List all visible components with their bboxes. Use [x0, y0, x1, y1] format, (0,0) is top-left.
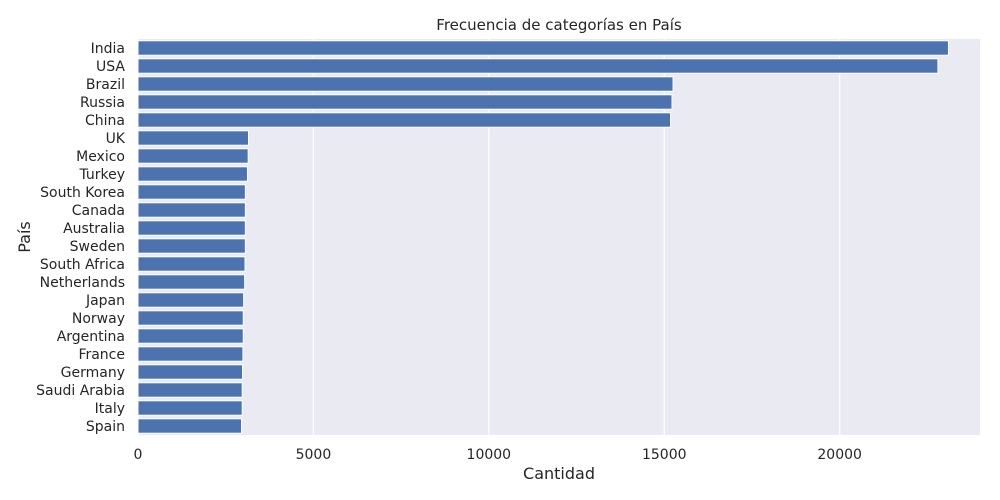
bar	[137, 130, 250, 146]
bar	[137, 40, 949, 56]
y-tick-label: Brazil	[86, 77, 125, 93]
bar	[137, 364, 244, 380]
y-tick-label: Sweden	[70, 239, 125, 255]
y-tick-label: Saudi Arabia	[36, 383, 125, 399]
y-tick-label: Italy	[95, 401, 125, 417]
x-axis-label: Cantidad	[523, 464, 595, 483]
y-tick-label: Canada	[72, 203, 125, 219]
x-tick-label: 0	[134, 447, 143, 463]
y-tick-label: Spain	[86, 419, 125, 435]
bar	[137, 418, 242, 434]
x-tick-labels: 0 5000 10000 15000 20000	[134, 447, 862, 463]
y-tick-label: Argentina	[57, 329, 125, 345]
chart-title: Frecuencia de categorías en País	[436, 16, 682, 34]
y-tick-label: Russia	[80, 95, 125, 111]
x-tick-label: 10000	[467, 447, 512, 463]
y-tick-label: India	[91, 41, 125, 57]
bar	[137, 166, 248, 182]
y-tick-label: USA	[96, 59, 125, 75]
bar	[137, 76, 674, 92]
bar	[137, 310, 244, 326]
bar	[137, 112, 672, 128]
bar	[137, 184, 246, 200]
x-tick-label: 15000	[642, 447, 687, 463]
bars	[137, 40, 949, 434]
bar	[137, 346, 244, 362]
y-tick-label: UK	[106, 131, 126, 147]
y-tick-label: France	[78, 347, 125, 363]
y-tick-label: Mexico	[76, 149, 125, 165]
y-tick-label: Turkey	[78, 167, 125, 183]
bar	[137, 400, 243, 416]
bar	[137, 256, 246, 272]
y-tick-label: Norway	[72, 311, 125, 327]
bar	[137, 292, 245, 308]
bar	[137, 382, 243, 398]
y-tick-label: South Korea	[40, 185, 125, 201]
x-tick-label: 20000	[817, 447, 862, 463]
y-tick-label: Netherlands	[40, 275, 125, 291]
bar	[137, 202, 246, 218]
bar	[137, 58, 939, 74]
bar	[137, 220, 246, 236]
bar	[137, 274, 246, 290]
bar	[137, 328, 244, 344]
y-tick-label: China	[85, 113, 125, 129]
bar	[137, 94, 673, 110]
y-tick-label: Australia	[63, 221, 125, 237]
y-tick-labels: India USA Brazil Russia China UK Mexico Turkey S…	[36, 41, 126, 435]
y-tick-label: Japan	[85, 293, 125, 309]
bar	[137, 238, 246, 254]
y-tick-label: South Africa	[40, 257, 125, 273]
y-tick-label: Germany	[61, 365, 125, 381]
y-axis-label: País	[15, 221, 34, 253]
bar	[137, 148, 249, 164]
x-tick-label: 5000	[296, 447, 332, 463]
